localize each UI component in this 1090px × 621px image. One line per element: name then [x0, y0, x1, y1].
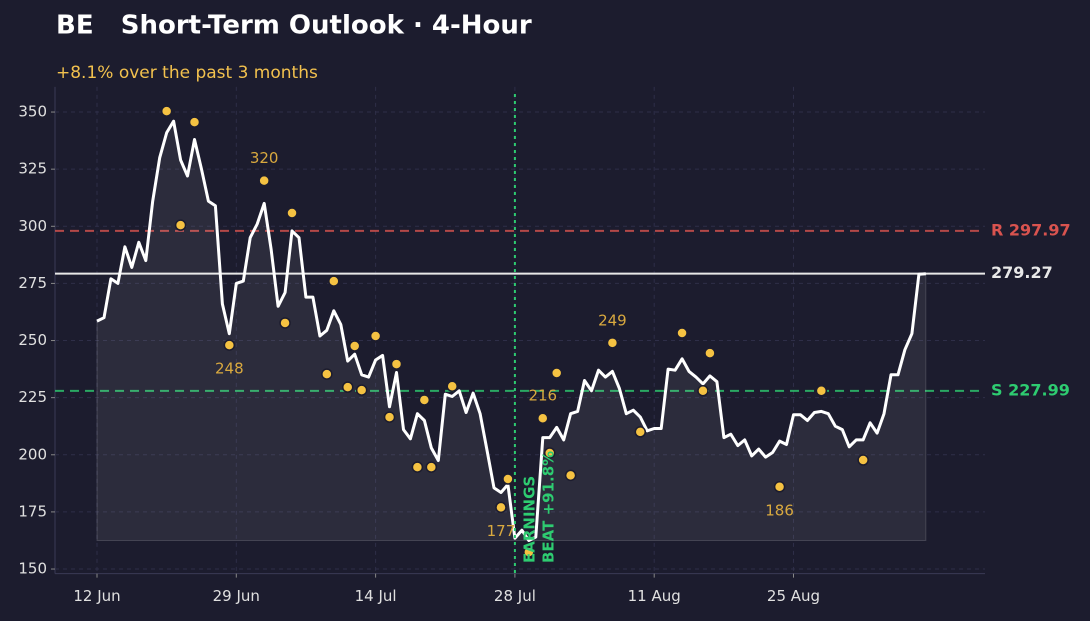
signal-dot	[543, 447, 556, 459]
event-label: EARNINGS	[520, 476, 538, 563]
signal-dot	[634, 426, 647, 438]
x-tick-label: 29 Jun	[213, 587, 260, 605]
x-tick-label: 28 Jul	[494, 587, 536, 605]
reference-label: S 227.99	[991, 380, 1070, 399]
x-tick-label: 14 Jul	[355, 587, 397, 605]
x-tick-label: 25 Aug	[767, 587, 820, 605]
signal-dot	[425, 461, 438, 473]
signal-dot	[341, 381, 354, 393]
signal-dot	[223, 339, 236, 351]
data-label: 177	[487, 522, 516, 540]
reference-label: 279.27	[991, 263, 1053, 282]
signal-dot	[160, 105, 173, 117]
signal-dot	[446, 380, 458, 392]
signal-dot	[390, 358, 403, 370]
signal-dot	[328, 275, 340, 287]
signal-dot	[279, 317, 291, 329]
signal-dot	[369, 330, 382, 342]
signal-dot	[676, 327, 688, 339]
x-tick-label: 12 Jun	[73, 587, 120, 605]
x-tick-label: 11 Aug	[628, 587, 681, 605]
signal-dot	[704, 347, 716, 359]
signal-dot	[773, 481, 786, 493]
signal-dot	[348, 340, 361, 352]
y-tick-label: 200	[18, 445, 47, 463]
signal-dot	[564, 469, 577, 482]
signal-dot	[286, 207, 298, 219]
signal-dot	[174, 219, 187, 231]
y-tick-label: 250	[18, 331, 47, 349]
signal-dot	[355, 384, 368, 396]
signal-dot	[815, 385, 828, 397]
y-tick-label: 300	[18, 217, 47, 235]
y-tick-label: 350	[18, 103, 47, 121]
signal-dot	[418, 394, 431, 406]
signal-dot	[258, 174, 270, 187]
data-label: 216	[528, 387, 557, 405]
data-label: 186	[765, 501, 794, 519]
chart-subtitle: +8.1% over the past 3 months	[56, 63, 318, 83]
signal-dot	[523, 546, 535, 558]
signal-dot	[697, 385, 709, 397]
signal-dot	[383, 411, 396, 423]
signal-dot	[321, 368, 333, 380]
y-tick-label: 175	[18, 502, 47, 520]
data-label: 248	[215, 360, 244, 378]
price-line	[96, 119, 926, 542]
chart-title: BE Short-Term Outlook · 4-Hour	[56, 11, 532, 41]
y-tick-label: 150	[18, 560, 47, 578]
signal-dot	[411, 461, 424, 473]
signal-dot	[495, 501, 507, 514]
signal-dot	[502, 473, 514, 485]
y-tick-label: 225	[18, 388, 47, 406]
data-label: 320	[250, 149, 279, 167]
signal-dot	[537, 412, 549, 424]
signal-dot	[550, 367, 563, 379]
y-tick-label: 275	[18, 274, 47, 292]
y-tick-label: 325	[18, 160, 47, 178]
data-label: 249	[598, 311, 627, 329]
event-label: BEAT +91.8%	[539, 451, 557, 563]
reference-label: R 297.97	[991, 220, 1071, 239]
signal-dot	[857, 454, 869, 466]
signal-dot	[606, 337, 619, 349]
signal-dot	[188, 116, 201, 128]
